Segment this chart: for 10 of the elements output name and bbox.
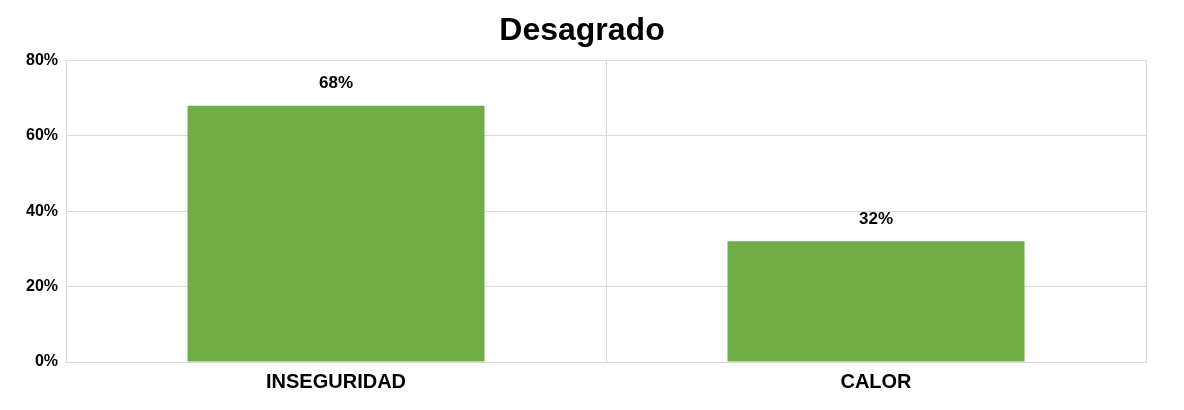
y-tick-label: 60% [25, 126, 59, 144]
x-tick-label: INSEGURIDAD [266, 369, 407, 392]
y-tick-label: 40% [25, 201, 59, 219]
chart-title: Desagrado [499, 11, 665, 48]
y-tick-label: 0% [34, 352, 59, 370]
y-tick-label: 20% [25, 277, 59, 295]
y-tick-label: 80% [25, 50, 59, 68]
x-tick-label: CALOR [840, 369, 913, 392]
data-label: 68% [319, 72, 354, 92]
data-label: 32% [858, 208, 894, 228]
